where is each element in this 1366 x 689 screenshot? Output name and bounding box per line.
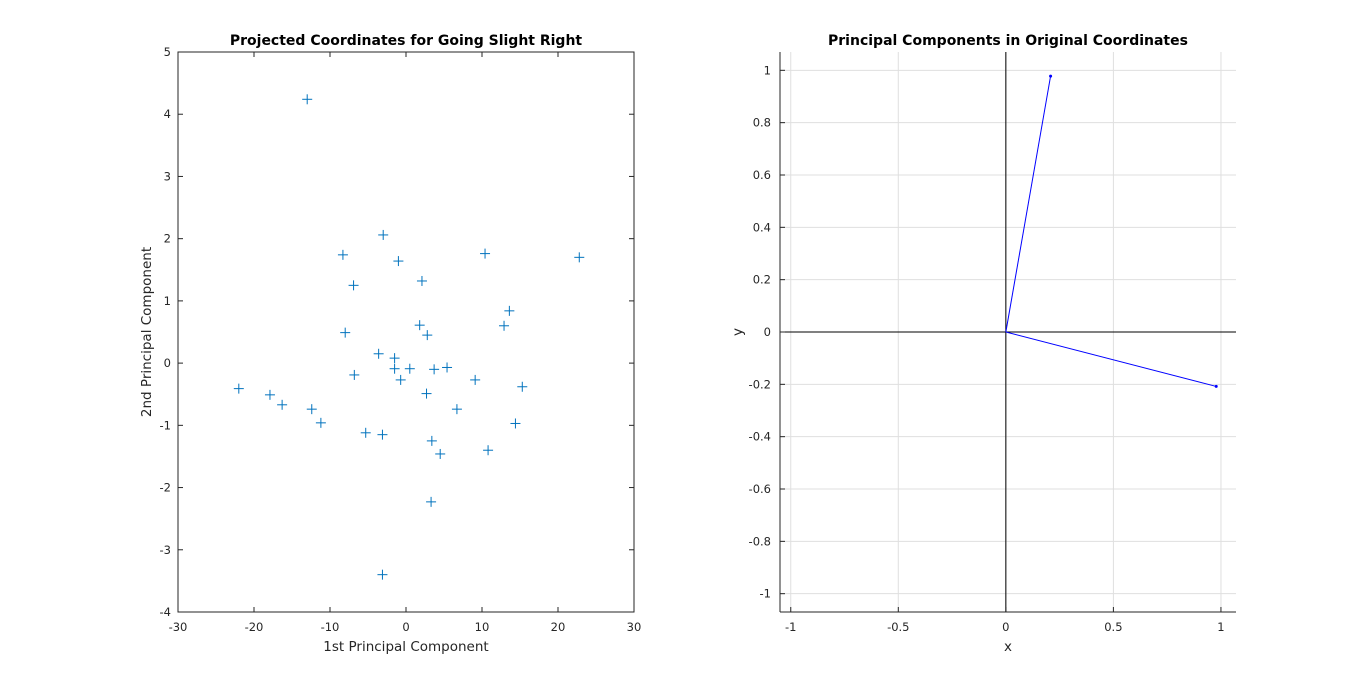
components-ticks: -1 -0.5 0 0.5 1 -1 -0.8 -0.6 -0.4 -0.2 0 0.2 0.4 0.6 0… xyxy=(749,63,1225,634)
scatter-point xyxy=(378,229,389,240)
scatter-x-tick-label: 30 xyxy=(627,620,642,634)
scatter-point xyxy=(470,374,481,385)
scatter-x-tick-label: -20 xyxy=(245,620,264,634)
components-x-tick-label: -1 xyxy=(785,620,796,634)
component-vector-endpoint xyxy=(1049,74,1053,78)
scatter-point xyxy=(277,399,288,410)
scatter-y-axis-label: 2nd Principal Component xyxy=(139,247,155,417)
scatter-point xyxy=(429,364,440,375)
scatter-point xyxy=(426,496,437,507)
scatter-x-tick-label: 10 xyxy=(475,620,490,634)
scatter-y-tick-label: -2 xyxy=(160,481,171,495)
components-y-tick-label: -0.4 xyxy=(749,430,771,444)
scatter-y-tick-label: 2 xyxy=(164,232,171,246)
scatter-point xyxy=(504,305,515,316)
components-x-tick-label: 0 xyxy=(1002,620,1009,634)
scatter-x-tick-label: -10 xyxy=(321,620,340,634)
scatter-point xyxy=(404,363,415,374)
scatter-point xyxy=(451,404,462,415)
components-y-tick-label: 0 xyxy=(764,325,771,339)
scatter-point xyxy=(306,404,317,415)
scatter-axes-box xyxy=(177,51,635,613)
scatter-point xyxy=(373,348,384,359)
components-y-tick-label: 1 xyxy=(764,63,771,77)
scatter-chart: Projected Coordinates for Going Slight R… xyxy=(139,33,641,655)
scatter-point xyxy=(348,280,359,291)
components-y-tick-label: 0.6 xyxy=(753,168,771,182)
scatter-point xyxy=(510,418,521,429)
scatter-y-tick-label: 5 xyxy=(164,45,171,59)
components-vectors xyxy=(1005,74,1218,388)
scatter-x-tick-label: 20 xyxy=(551,620,566,634)
components-y-tick-label: 0.2 xyxy=(753,273,771,287)
scatter-y-tick-label: 1 xyxy=(164,294,171,308)
scatter-point xyxy=(422,330,433,341)
scatter-point xyxy=(337,249,348,260)
scatter-point xyxy=(233,383,244,394)
scatter-point xyxy=(435,448,446,459)
components-y-tick-label: -1 xyxy=(760,587,771,601)
scatter-point xyxy=(426,435,437,446)
components-x-axis-label: x xyxy=(1004,639,1012,655)
scatter-point xyxy=(483,445,494,456)
scatter-y-tick-label: -3 xyxy=(160,543,171,557)
components-y-axis-label: y xyxy=(730,328,746,336)
scatter-x-axis-label: 1st Principal Component xyxy=(323,639,488,655)
scatter-x-tick-label: -30 xyxy=(169,620,188,634)
components-y-tick-label: -0.2 xyxy=(749,377,771,391)
scatter-point xyxy=(480,248,491,259)
scatter-point xyxy=(389,353,400,364)
scatter-point xyxy=(377,569,388,580)
scatter-y-tick-label: -1 xyxy=(160,418,171,432)
scatter-y-tick-label: 4 xyxy=(164,107,171,121)
scatter-point xyxy=(389,363,400,374)
component-vector-line xyxy=(1005,331,1217,387)
scatter-points xyxy=(233,94,585,580)
scatter-point xyxy=(414,320,425,331)
scatter-point xyxy=(517,381,528,392)
scatter-point xyxy=(340,327,351,338)
scatter-y-tick-label: 3 xyxy=(164,169,171,183)
scatter-chart-title: Projected Coordinates for Going Slight R… xyxy=(230,33,583,49)
scatter-point xyxy=(315,417,326,428)
scatter-point xyxy=(442,362,453,373)
components-chart: Principal Components in Original Coordin… xyxy=(730,33,1236,655)
component-vector-endpoint xyxy=(1214,384,1218,388)
scatter-point xyxy=(377,429,388,440)
scatter-point xyxy=(499,320,510,331)
scatter-point xyxy=(395,374,406,385)
scatter-point xyxy=(393,256,404,267)
component-vector-line xyxy=(1005,75,1052,333)
scatter-point xyxy=(264,389,275,400)
components-x-tick-label: -0.5 xyxy=(887,620,909,634)
components-y-tick-label: 0.4 xyxy=(753,220,771,234)
scatter-point xyxy=(302,94,313,105)
components-y-tick-label: -0.8 xyxy=(749,534,771,548)
components-x-tick-label: 0.5 xyxy=(1104,620,1122,634)
scatter-y-tick-label: -4 xyxy=(160,605,171,619)
components-chart-title: Principal Components in Original Coordin… xyxy=(828,33,1188,49)
components-y-tick-label: 0.8 xyxy=(753,116,771,130)
components-y-tick-label: -0.6 xyxy=(749,482,771,496)
scatter-point xyxy=(360,427,371,438)
scatter-x-tick-label: 0 xyxy=(402,620,409,634)
scatter-y-tick-label: 0 xyxy=(164,356,171,370)
scatter-point xyxy=(574,252,585,263)
components-x-tick-label: 1 xyxy=(1217,620,1224,634)
scatter-point xyxy=(349,369,360,380)
scatter-point xyxy=(416,275,427,286)
scatter-point xyxy=(421,388,432,399)
